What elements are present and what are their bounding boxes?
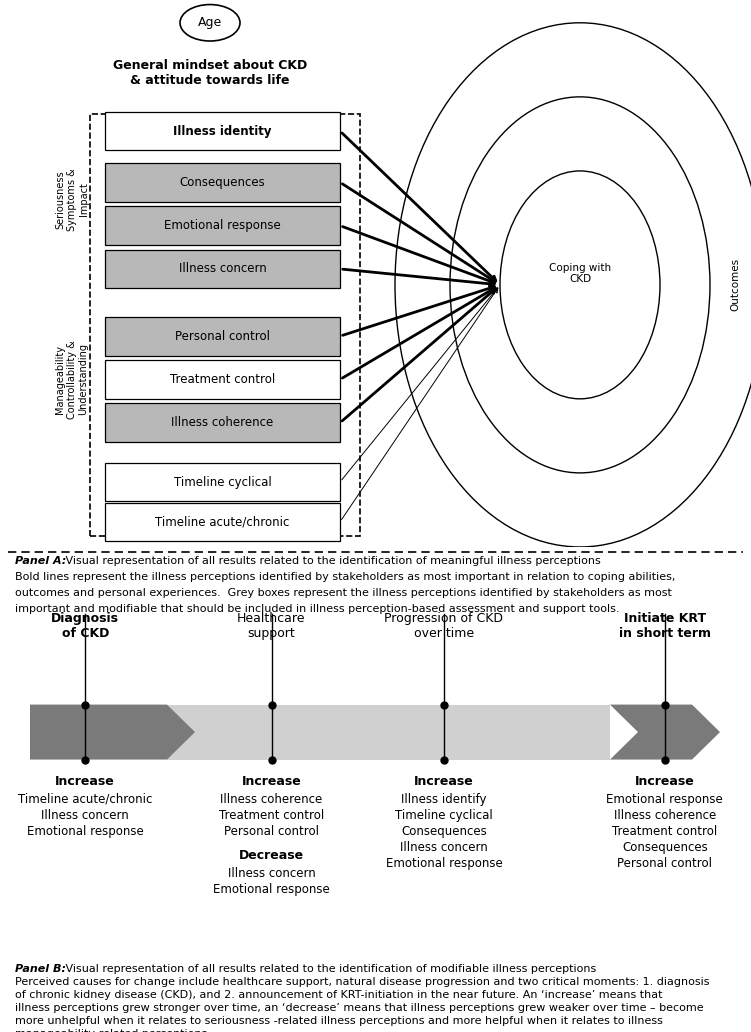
Text: Age: Age xyxy=(198,17,222,29)
Text: Emotional response: Emotional response xyxy=(164,219,281,232)
Text: Consequences: Consequences xyxy=(622,840,707,853)
Polygon shape xyxy=(30,705,195,760)
Text: Timeline acute/chronic: Timeline acute/chronic xyxy=(155,515,290,528)
Text: outcomes and personal experiences.  Grey boxes represent the illness perceptions: outcomes and personal experiences. Grey … xyxy=(15,588,672,598)
Text: Panel A:: Panel A: xyxy=(15,556,66,567)
Text: Healthcare
support: Healthcare support xyxy=(237,612,306,640)
Text: Outcomes: Outcomes xyxy=(730,258,740,312)
Text: illness perceptions grew stronger over time, an ‘decrease’ means that illness pe: illness perceptions grew stronger over t… xyxy=(15,1003,704,1013)
Text: Illness coherence: Illness coherence xyxy=(220,793,323,806)
Bar xyxy=(105,163,340,201)
Text: Progression of CKD
over time: Progression of CKD over time xyxy=(385,612,503,640)
Text: Panel B:: Panel B: xyxy=(15,964,66,974)
Text: Illness coherence: Illness coherence xyxy=(171,416,273,429)
Text: Illness concern: Illness concern xyxy=(41,808,129,821)
Text: Decrease: Decrease xyxy=(239,848,304,862)
Text: Illness identity: Illness identity xyxy=(173,125,272,137)
Text: Illness concern: Illness concern xyxy=(400,840,488,853)
Text: Increase: Increase xyxy=(242,775,301,787)
Text: Personal control: Personal control xyxy=(224,825,319,838)
Text: Visual representation of all results related to the identification of modifiable: Visual representation of all results rel… xyxy=(62,964,596,974)
Text: Timeline acute/chronic: Timeline acute/chronic xyxy=(18,793,152,806)
Text: Increase: Increase xyxy=(414,775,474,787)
Text: of chronic kidney disease (CKD), and 2. announcement of KRT-initiation in the ne: of chronic kidney disease (CKD), and 2. … xyxy=(15,990,662,1000)
Text: Illness concern: Illness concern xyxy=(228,867,315,879)
Text: Treatment control: Treatment control xyxy=(170,373,275,386)
Text: Illness identify: Illness identify xyxy=(401,793,487,806)
Bar xyxy=(105,404,340,442)
Text: manageability-related perceptions.: manageability-related perceptions. xyxy=(15,1029,211,1032)
Text: Emotional response: Emotional response xyxy=(606,793,723,806)
Text: Diagnosis
of CKD: Diagnosis of CKD xyxy=(51,612,119,640)
Text: Timeline cyclical: Timeline cyclical xyxy=(395,808,493,821)
Text: Consequences: Consequences xyxy=(401,825,487,838)
Text: Coping with
CKD: Coping with CKD xyxy=(549,263,611,284)
Bar xyxy=(105,206,340,245)
Text: Perceived causes for change include healthcare support, natural disease progress: Perceived causes for change include heal… xyxy=(15,977,710,987)
Bar xyxy=(105,462,340,502)
Bar xyxy=(105,360,340,398)
Text: Emotional response: Emotional response xyxy=(27,825,143,838)
Text: Bold lines represent the illness perceptions identified by stakeholders as most : Bold lines represent the illness percept… xyxy=(15,572,675,582)
Text: Timeline cyclical: Timeline cyclical xyxy=(173,476,271,488)
Bar xyxy=(90,114,360,536)
Text: Illness coherence: Illness coherence xyxy=(614,808,716,821)
Text: Seriousness
Symptoms &
Impact: Seriousness Symptoms & Impact xyxy=(56,168,89,231)
Text: Illness concern: Illness concern xyxy=(179,262,267,276)
Text: Increase: Increase xyxy=(635,775,695,787)
Text: Visual representation of all results related to the identification of meaningful: Visual representation of all results rel… xyxy=(62,556,601,567)
Bar xyxy=(105,317,340,356)
Text: Increase: Increase xyxy=(56,775,115,787)
Polygon shape xyxy=(167,705,610,760)
Text: Treatment control: Treatment control xyxy=(219,808,324,821)
Text: Personal control: Personal control xyxy=(617,857,712,870)
Text: Manageability
Controllability &
Understanding: Manageability Controllability & Understa… xyxy=(56,341,89,419)
Text: General mindset about CKD
& attitude towards life: General mindset about CKD & attitude tow… xyxy=(113,59,307,88)
Text: Consequences: Consequences xyxy=(179,175,265,189)
Text: Treatment control: Treatment control xyxy=(612,825,717,838)
Text: more unhelpful when it relates to seriousness -related illness perceptions and m: more unhelpful when it relates to seriou… xyxy=(15,1015,663,1026)
Polygon shape xyxy=(610,705,720,760)
Bar xyxy=(105,111,340,151)
Text: important and modifiable that should be included in illness perception-based ass: important and modifiable that should be … xyxy=(15,604,620,614)
Text: Emotional response: Emotional response xyxy=(213,882,330,896)
Bar xyxy=(105,250,340,288)
Text: Personal control: Personal control xyxy=(175,329,270,343)
Text: Emotional response: Emotional response xyxy=(385,857,502,870)
Text: Initiate KRT
in short term: Initiate KRT in short term xyxy=(619,612,710,640)
Bar xyxy=(105,503,340,541)
